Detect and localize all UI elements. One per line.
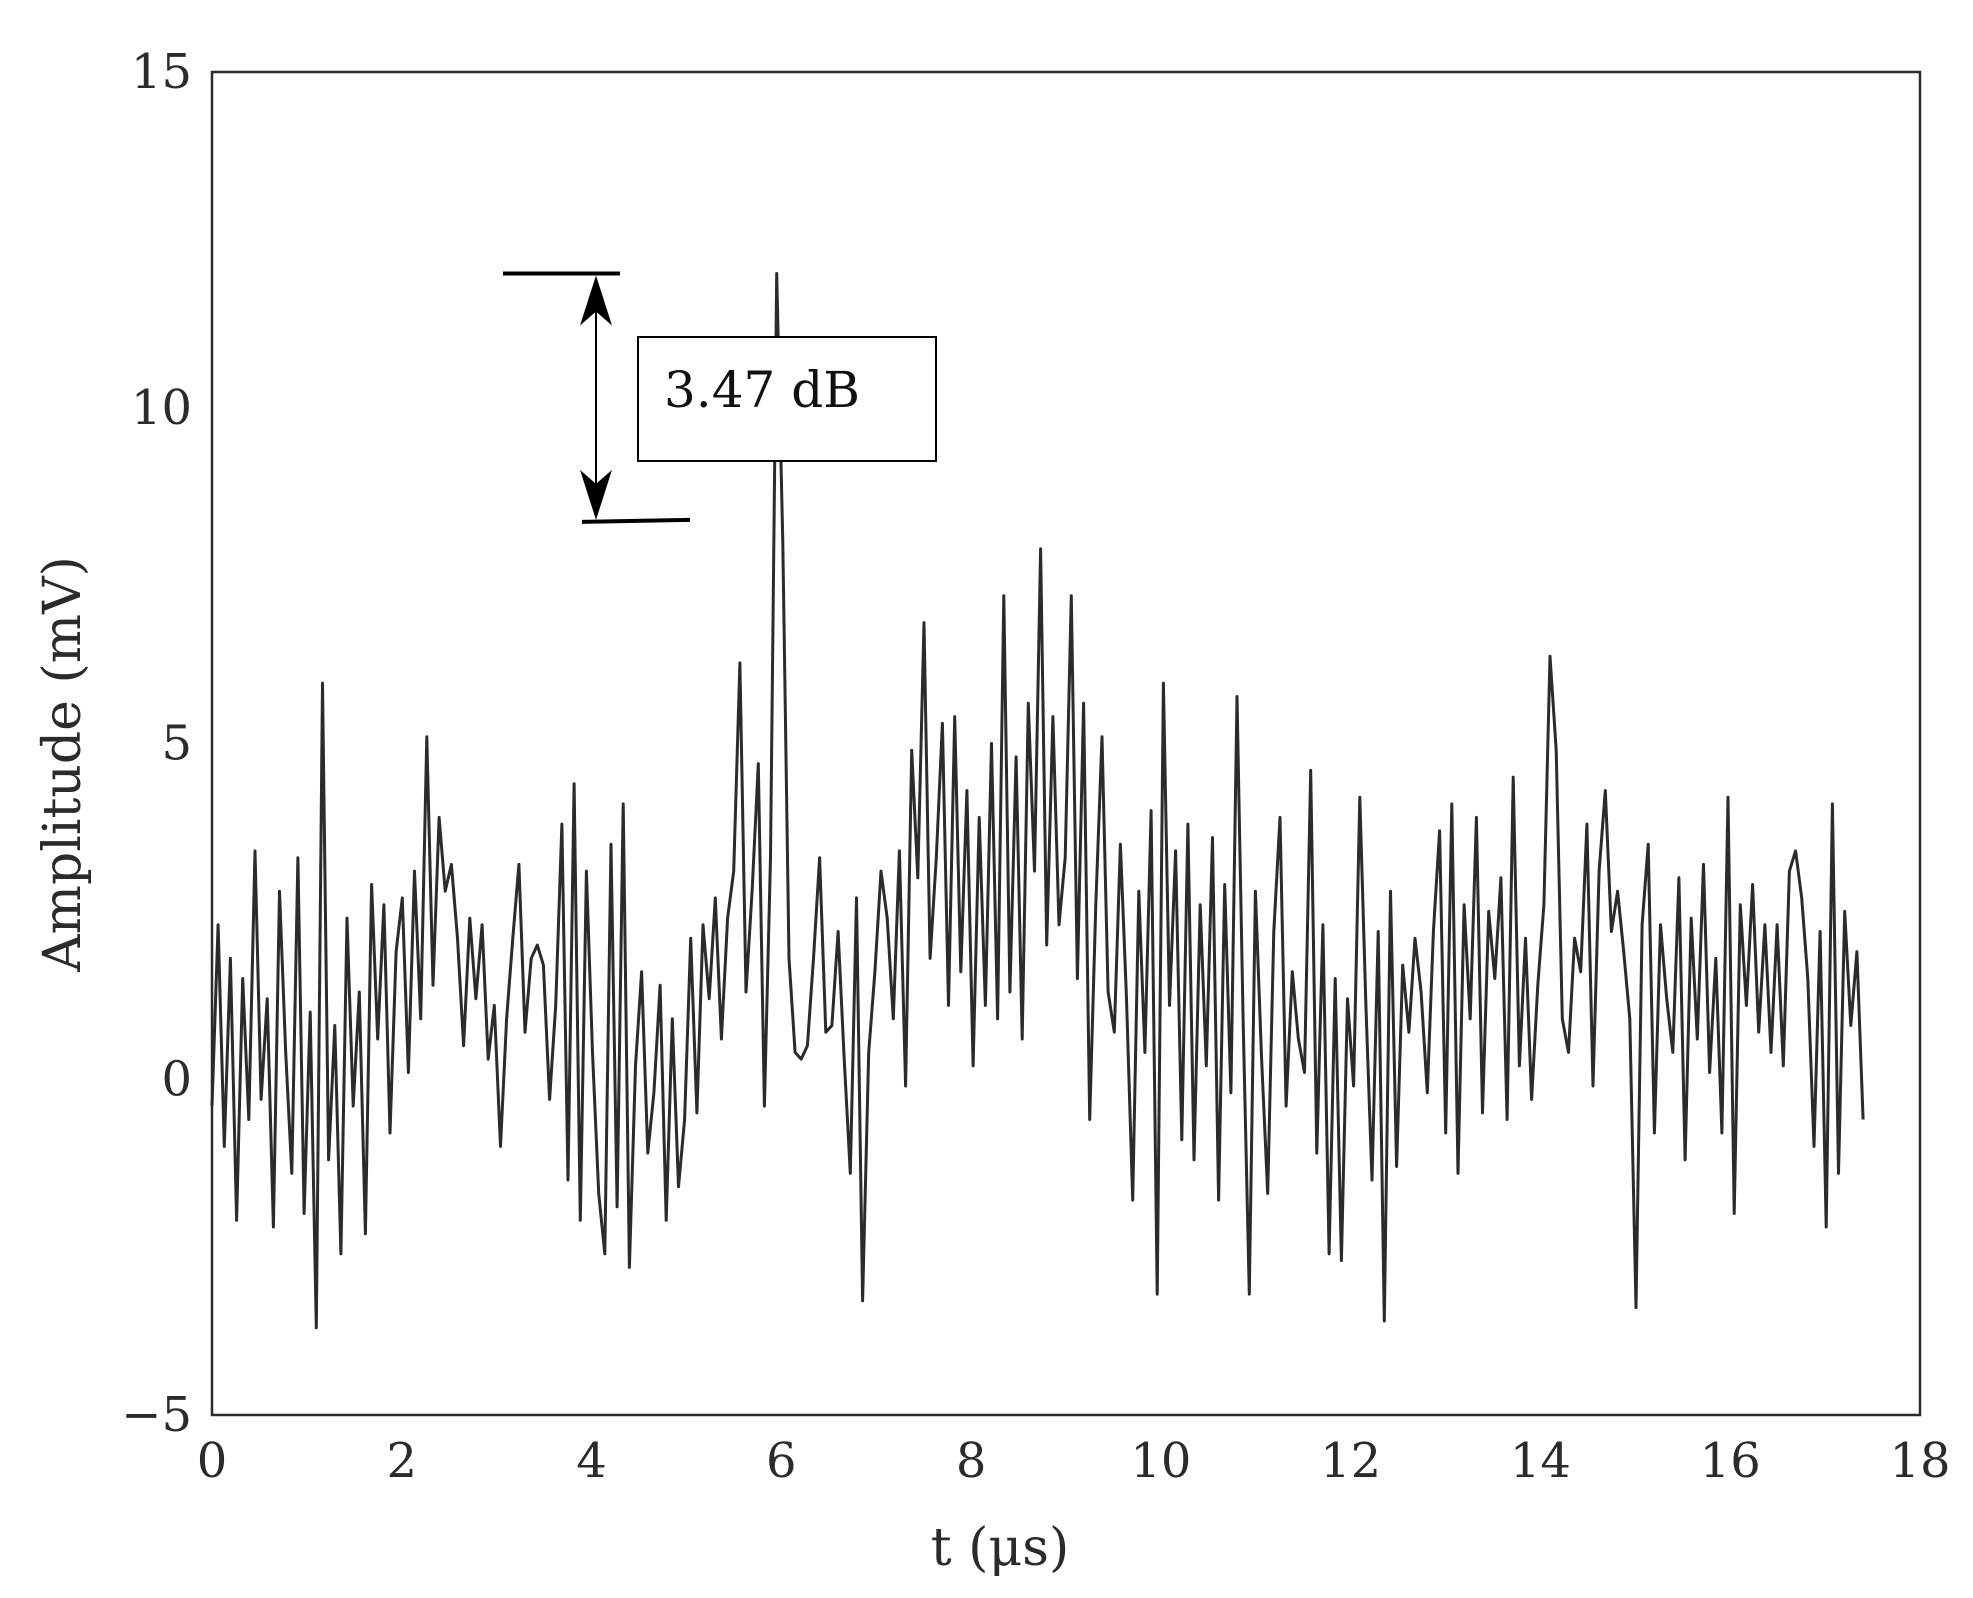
x-tick-label: 18: [1889, 1433, 1950, 1489]
x-tick-label: 4: [576, 1433, 607, 1489]
arrow-head-down: [580, 469, 612, 520]
x-tick-label: 10: [1130, 1433, 1191, 1489]
x-axis-label: t (μs): [931, 1518, 1069, 1578]
x-axis-ticks: 0 2 4 6 8 10 12 14 16 18: [197, 1433, 1951, 1489]
x-tick-label: 0: [197, 1433, 228, 1489]
plot-area: [210, 70, 1922, 1417]
annotation-label: 3.47 dB: [664, 361, 860, 419]
y-axis-label: Amplitude (mV): [33, 556, 93, 973]
peak-annotation: 3.47 dB: [503, 271, 937, 524]
arrow-head-up: [580, 275, 612, 326]
signal-line: [210, 272, 1865, 1330]
y-tick-label: 5: [161, 716, 192, 772]
x-tick-label: 8: [956, 1433, 987, 1489]
second-peak-marker-line: [581, 517, 691, 524]
x-tick-label: 16: [1700, 1433, 1761, 1489]
x-tick-label: 6: [766, 1433, 797, 1489]
y-axis-ticks: −5 0 5 10 15: [121, 44, 192, 1443]
x-tick-label: 14: [1510, 1433, 1571, 1489]
x-tick-label: 2: [387, 1433, 418, 1489]
y-tick-label: 10: [131, 380, 192, 436]
y-tick-label: 0: [161, 1051, 192, 1107]
annotation-box: [637, 336, 937, 462]
y-tick-label: 15: [131, 44, 192, 100]
plot-frame: [210, 70, 1922, 1417]
x-tick-label: 12: [1320, 1433, 1381, 1489]
y-tick-label: −5: [121, 1387, 192, 1443]
